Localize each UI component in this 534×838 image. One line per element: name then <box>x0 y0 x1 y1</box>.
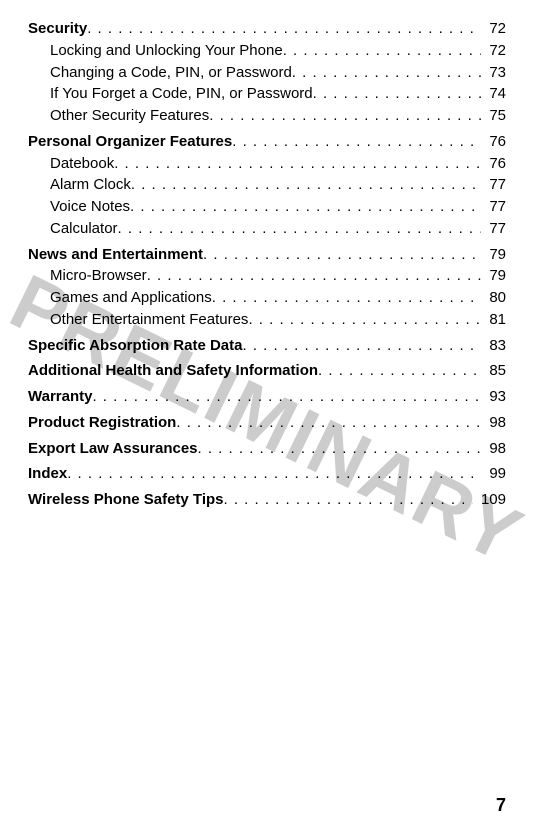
toc-label: Security <box>28 18 87 40</box>
page-number: 7 <box>496 795 506 816</box>
toc-page-number: 76 <box>481 153 506 175</box>
toc-page-number: 85 <box>481 360 506 382</box>
toc-row: Alarm Clock 77 <box>28 174 506 196</box>
toc-row: Changing a Code, PIN, or Password 73 <box>28 62 506 84</box>
toc-label: Datebook <box>50 153 114 175</box>
toc-row: Index 99 <box>28 463 506 485</box>
toc-label: Other Security Features <box>50 105 209 127</box>
toc-label: Locking and Unlocking Your Phone <box>50 40 283 62</box>
toc-label: Personal Organizer Features <box>28 131 232 153</box>
toc-row: Locking and Unlocking Your Phone 72 <box>28 40 506 62</box>
toc-label: Voice Notes <box>50 196 130 218</box>
toc-label: Product Registration <box>28 412 176 434</box>
toc-page-number: 93 <box>481 386 506 408</box>
toc-leader <box>176 412 481 434</box>
toc-page-number: 98 <box>481 438 506 460</box>
toc-label: Warranty <box>28 386 92 408</box>
toc-leader <box>242 335 481 357</box>
toc-row: If You Forget a Code, PIN, or Password 74 <box>28 83 506 105</box>
toc-page-number: 79 <box>481 265 506 287</box>
toc-page-number: 77 <box>481 196 506 218</box>
toc-page-number: 81 <box>481 309 506 331</box>
toc-leader <box>313 83 482 105</box>
toc-row: Product Registration 98 <box>28 412 506 434</box>
toc-row: Calculator 77 <box>28 218 506 240</box>
toc-leader <box>209 105 481 127</box>
page-container: PRELIMINARY Security72Locking and Unlock… <box>0 0 534 838</box>
toc-leader <box>248 309 481 331</box>
toc-label: Specific Absorption Rate Data <box>28 335 242 357</box>
toc-row: Voice Notes 77 <box>28 196 506 218</box>
toc-row: Export Law Assurances 98 <box>28 438 506 460</box>
toc-leader <box>131 174 481 196</box>
toc-label: Calculator <box>50 218 118 240</box>
toc-page-number: 79 <box>481 244 506 266</box>
toc-leader <box>87 18 481 40</box>
toc-row: News and Entertainment 79 <box>28 244 506 266</box>
toc-row: Personal Organizer Features 76 <box>28 131 506 153</box>
toc-label: Index <box>28 463 67 485</box>
toc-label: Additional Health and Safety Information <box>28 360 318 382</box>
toc-page-number: 72 <box>481 40 506 62</box>
toc-leader <box>118 218 482 240</box>
toc-page-number: 99 <box>481 463 506 485</box>
toc-leader <box>212 287 482 309</box>
toc-leader <box>283 40 482 62</box>
toc-leader <box>147 265 482 287</box>
toc-leader <box>67 463 481 485</box>
toc-leader <box>318 360 481 382</box>
toc-page-number: 75 <box>481 105 506 127</box>
toc-page-number: 73 <box>481 62 506 84</box>
toc-page-number: 76 <box>481 131 506 153</box>
toc-leader <box>292 62 482 84</box>
toc-leader <box>130 196 481 218</box>
toc-row: Games and Applications 80 <box>28 287 506 309</box>
toc-label: Export Law Assurances <box>28 438 198 460</box>
table-of-contents: Security72Locking and Unlocking Your Pho… <box>28 18 506 511</box>
toc-page-number: 98 <box>481 412 506 434</box>
toc-label: Micro-Browser <box>50 265 147 287</box>
toc-label: Games and Applications <box>50 287 212 309</box>
toc-row: Other Entertainment Features 81 <box>28 309 506 331</box>
toc-page-number: 109 <box>473 489 506 511</box>
toc-page-number: 77 <box>481 174 506 196</box>
toc-label: Changing a Code, PIN, or Password <box>50 62 292 84</box>
toc-leader <box>232 131 481 153</box>
toc-row: Wireless Phone Safety Tips 109 <box>28 489 506 511</box>
toc-row: Specific Absorption Rate Data 83 <box>28 335 506 357</box>
toc-leader <box>92 386 481 408</box>
toc-row: Warranty 93 <box>28 386 506 408</box>
toc-label: If You Forget a Code, PIN, or Password <box>50 83 313 105</box>
toc-leader <box>224 489 473 511</box>
toc-row: Datebook 76 <box>28 153 506 175</box>
toc-page-number: 72 <box>481 18 506 40</box>
toc-row: Additional Health and Safety Information… <box>28 360 506 382</box>
toc-label: Alarm Clock <box>50 174 131 196</box>
toc-page-number: 83 <box>481 335 506 357</box>
toc-row: Other Security Features 75 <box>28 105 506 127</box>
toc-row: Security 72 <box>28 18 506 40</box>
toc-row: Micro-Browser 79 <box>28 265 506 287</box>
toc-leader <box>114 153 481 175</box>
toc-leader <box>198 438 482 460</box>
toc-page-number: 80 <box>481 287 506 309</box>
toc-page-number: 74 <box>481 83 506 105</box>
toc-label: News and Entertainment <box>28 244 203 266</box>
toc-label: Other Entertainment Features <box>50 309 248 331</box>
toc-label: Wireless Phone Safety Tips <box>28 489 224 511</box>
toc-leader <box>203 244 481 266</box>
toc-page-number: 77 <box>481 218 506 240</box>
